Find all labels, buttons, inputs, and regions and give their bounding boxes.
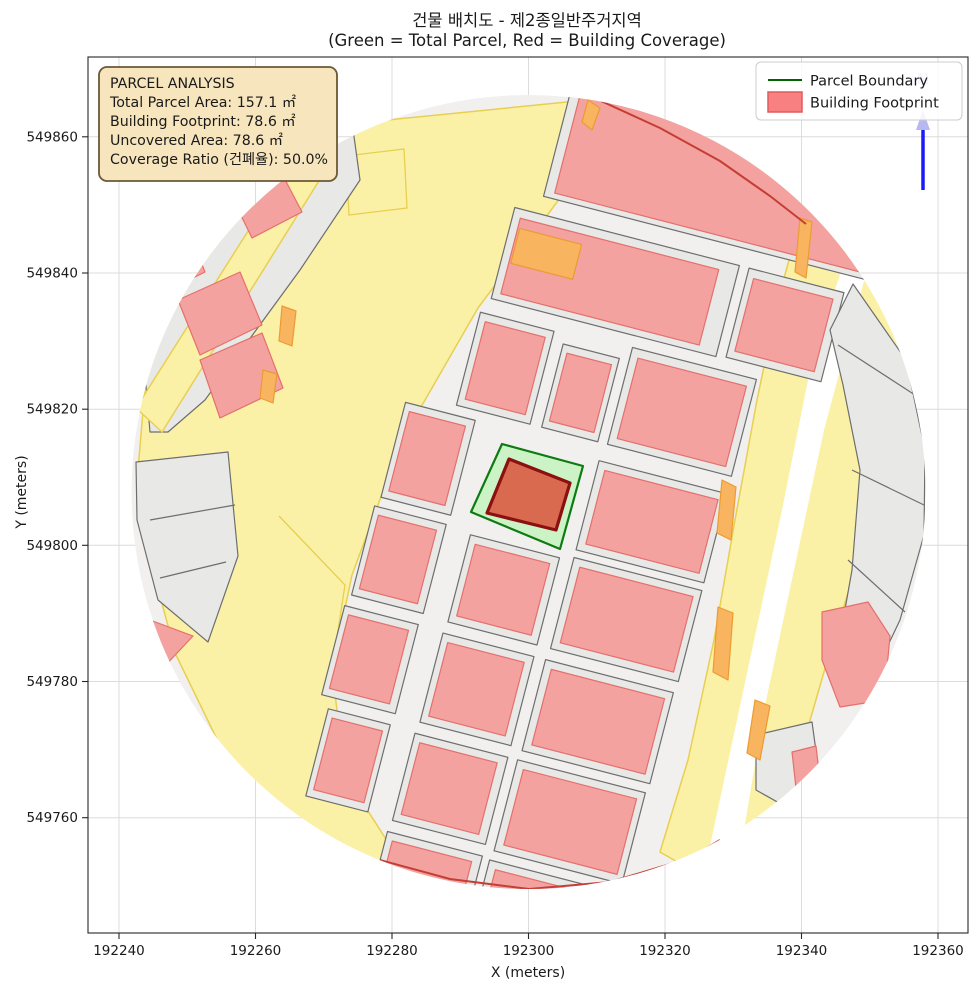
parcel-analysis-line: Building Footprint: 78.6 ㎡: [110, 114, 296, 130]
x-tick-label: 192280: [366, 943, 418, 959]
parcel-analysis-bg: [98, 66, 338, 182]
legend-item-building-footprint: Building Footprint: [810, 96, 939, 112]
road-median-gap: [704, 250, 868, 874]
y-axis-label: Y (meters): [14, 455, 30, 529]
y-tick-label: 549780: [26, 674, 78, 690]
x-tick-label: 192260: [230, 943, 282, 959]
x-tick-label: 192360: [912, 943, 964, 959]
plot-title-line1: 건물 배치도 - 제2종일반주거지역: [412, 11, 642, 30]
x-tick-label: 192340: [776, 943, 828, 959]
map-area: [131, 95, 926, 889]
target-parcel-group: [469, 442, 585, 551]
legend-box: [755, 61, 963, 121]
y-tick-label: 549800: [26, 538, 78, 554]
building-cut-edge-top: [600, 100, 807, 225]
y-tick-label: 549860: [26, 129, 78, 145]
block-grid: [305, 95, 915, 889]
parcel-analysis-line: Coverage Ratio (건폐율): 50.0%: [110, 152, 328, 168]
y-tick-label: 549840: [26, 266, 78, 282]
parcel-analysis-line: Total Parcel Area: 157.1 ㎡: [109, 95, 296, 111]
legend-item-parcel-boundary: Parcel Boundary: [810, 74, 928, 90]
parcel-analysis-title: PARCEL ANALYSIS: [110, 76, 235, 92]
legend-patch-sample: [767, 91, 803, 113]
target-building-footprint: [485, 457, 572, 532]
orange-strips: [581, 99, 813, 761]
plot-title-line2: (Green = Total Parcel, Red = Building Co…: [328, 31, 726, 50]
x-tick-label: 192300: [503, 943, 555, 959]
northwest-cluster: [135, 121, 361, 433]
x-tick-label: 192320: [639, 943, 691, 959]
parcel-analysis-box: PARCEL ANALYSIS Total Parcel Area: 157.1…: [98, 66, 338, 182]
east-parcels: [755, 283, 926, 809]
legend: Parcel Boundary Building Footprint: [755, 61, 963, 121]
parcel-analysis-line: Uncovered Area: 78.6 ㎡: [110, 133, 283, 149]
west-parcels: [135, 451, 239, 669]
x-axis-label: X (meters): [491, 965, 565, 981]
y-ticks: 549860 549840 549820 549800 549780 54976…: [26, 129, 88, 826]
x-tick-label: 192240: [93, 943, 145, 959]
highlight-building-orange: [510, 227, 583, 280]
y-tick-label: 549760: [26, 810, 78, 826]
x-ticks: 192240 192260 192280 192300 192320 19234…: [93, 933, 964, 959]
y-tick-label: 549820: [26, 402, 78, 418]
